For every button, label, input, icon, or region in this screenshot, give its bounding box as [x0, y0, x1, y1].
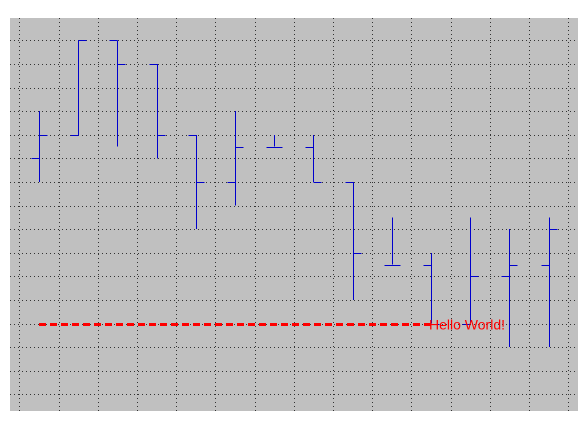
annotation-label: Hello World! [429, 317, 505, 333]
ohlc-bar [423, 252, 440, 325]
ohlc-bar [462, 217, 479, 325]
ohlc-bar [188, 134, 205, 230]
ohlc-bar [149, 64, 166, 159]
grid [10, 18, 578, 411]
ohlc-bar [384, 217, 401, 266]
ohlc-bar [109, 40, 126, 147]
ohlc-bar [541, 217, 558, 348]
ohlc-bar [31, 111, 48, 182]
ohlc-bar [70, 40, 87, 136]
ohlc-bar [266, 134, 283, 148]
annotations: Hello World! [39, 317, 505, 333]
ohlc-bar [305, 134, 322, 183]
ohlc-bar [345, 182, 362, 300]
ohlc-bar [501, 229, 518, 348]
ohlc-bars [31, 40, 558, 348]
ohlc-bar [227, 111, 244, 206]
